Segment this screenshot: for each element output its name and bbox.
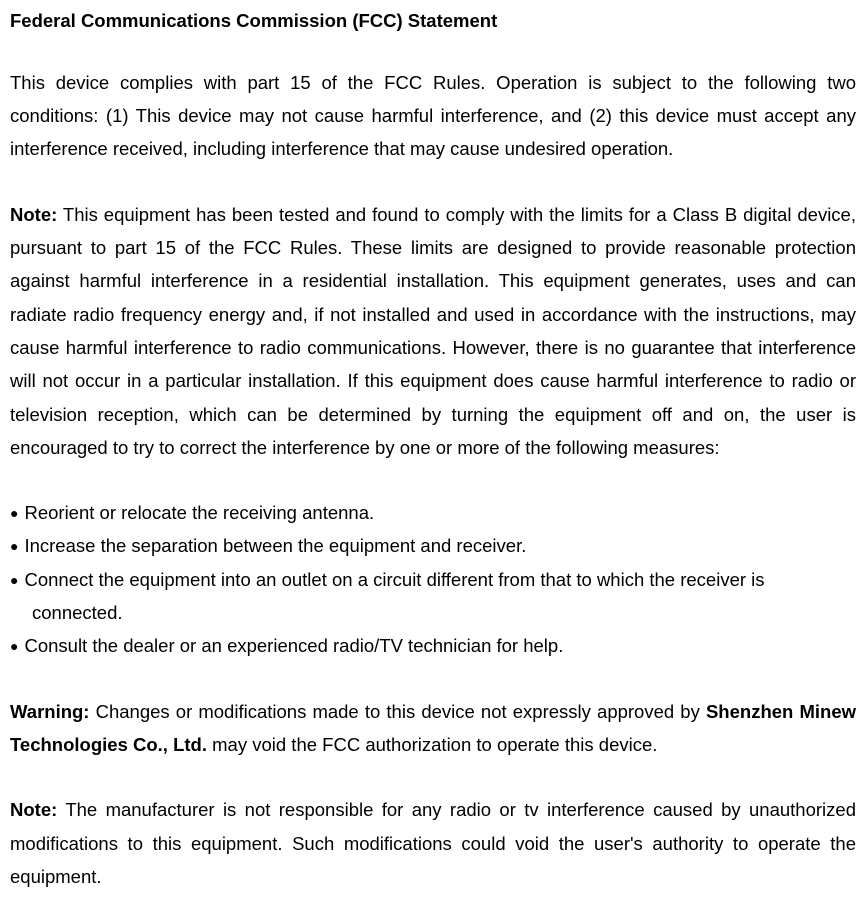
document-title: Federal Communications Commission (FCC) …: [10, 8, 856, 34]
list-item: Connect the equipment into an outlet on …: [10, 563, 856, 630]
document: Federal Communications Commission (FCC) …: [10, 8, 856, 893]
note-2-body: The manufacturer is not responsible for …: [10, 799, 856, 887]
list-item: Consult the dealer or an experienced rad…: [10, 629, 856, 662]
warning-label: Warning:: [10, 701, 89, 722]
paragraph-note-2: Note: The manufacturer is not responsibl…: [10, 793, 856, 893]
warning-post: may void the FCC authorization to operat…: [207, 734, 657, 755]
paragraph-warning: Warning: Changes or modifications made t…: [10, 695, 856, 762]
paragraph-note-1: Note: This equipment has been tested and…: [10, 198, 856, 464]
paragraph-compliance: This device complies with part 15 of the…: [10, 66, 856, 166]
note-label: Note:: [10, 204, 57, 225]
note-1-body: This equipment has been tested and found…: [10, 204, 856, 458]
note-label: Note:: [10, 799, 57, 820]
list-item: Increase the separation between the equi…: [10, 529, 856, 562]
measures-list: Reorient or relocate the receiving anten…: [10, 496, 856, 662]
warning-pre: Changes or modifications made to this de…: [89, 701, 706, 722]
list-item: Reorient or relocate the receiving anten…: [10, 496, 856, 529]
